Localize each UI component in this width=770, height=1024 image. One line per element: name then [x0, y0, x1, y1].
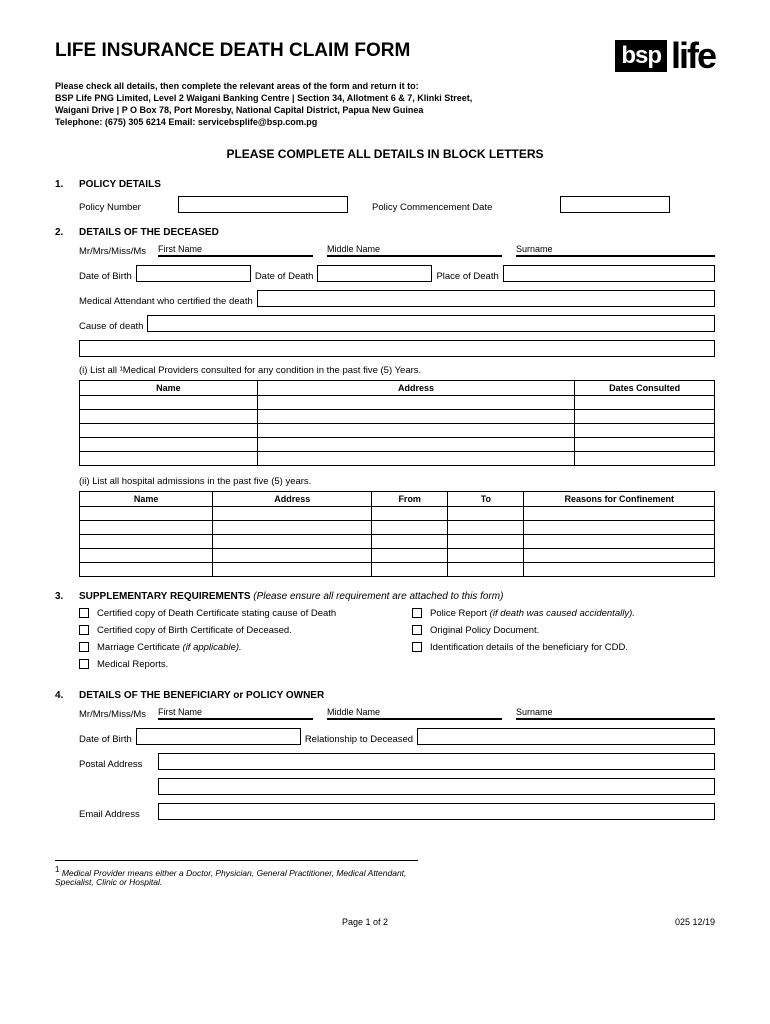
dod-field[interactable] — [317, 265, 432, 282]
checkbox[interactable] — [412, 642, 422, 652]
sub-item-i: (i) List all ¹Medical Providers consulte… — [79, 365, 715, 376]
label-relationship: Relationship to Deceased — [305, 734, 413, 745]
label-dob: Date of Birth — [79, 271, 132, 282]
pod-field[interactable] — [503, 265, 715, 282]
logo: bsp life — [615, 40, 715, 72]
section-title: SUPPLEMENTARY REQUIREMENTS (Please ensur… — [79, 591, 503, 602]
label-prefix: Mr/Mrs/Miss/Ms — [79, 246, 154, 257]
ben-middle-name-field[interactable] — [327, 718, 502, 720]
section-title: DETAILS OF THE BENEFICIARY or POLICY OWN… — [79, 690, 324, 701]
commencement-field[interactable] — [560, 196, 670, 213]
label-attendant: Medical Attendant who certified the deat… — [79, 296, 253, 307]
checkbox[interactable] — [79, 625, 89, 635]
table-row[interactable] — [80, 451, 715, 465]
table-row[interactable] — [80, 562, 715, 576]
section-num: 3. — [55, 591, 69, 602]
section-num: 2. — [55, 227, 69, 238]
label-first-name: First Name — [158, 244, 313, 254]
check-label: Certified copy of Birth Certificate of D… — [97, 625, 292, 636]
label-cause: Cause of death — [79, 321, 143, 332]
cause-field[interactable] — [147, 315, 715, 332]
subtitle: PLEASE COMPLETE ALL DETAILS IN BLOCK LET… — [55, 147, 715, 161]
surname-field[interactable] — [516, 255, 715, 257]
section-title: POLICY DETAILS — [79, 179, 161, 190]
postal-field-1[interactable] — [158, 753, 715, 770]
form-code: 025 12/19 — [675, 917, 715, 927]
table-row[interactable] — [80, 520, 715, 534]
table-row[interactable] — [80, 437, 715, 451]
providers-table: Name Address Dates Consulted — [79, 380, 715, 466]
label-middle-name: Middle Name — [327, 707, 502, 717]
page-title: LIFE INSURANCE DEATH CLAIM FORM — [55, 40, 410, 62]
footnote: 1 Medical Provider means either a Doctor… — [55, 860, 418, 888]
checkbox[interactable] — [79, 608, 89, 618]
admissions-table: Name Address From To Reasons for Confine… — [79, 491, 715, 577]
section-num: 4. — [55, 690, 69, 701]
table-row[interactable] — [80, 409, 715, 423]
policy-number-field[interactable] — [178, 196, 348, 213]
check-label: Police Report (if death was caused accid… — [430, 608, 635, 619]
cause-field-2[interactable] — [79, 340, 715, 357]
email-field[interactable] — [158, 803, 715, 820]
check-label: Certified copy of Death Certificate stat… — [97, 608, 336, 619]
checkbox[interactable] — [412, 608, 422, 618]
label-middle-name: Middle Name — [327, 244, 502, 254]
attendant-field[interactable] — [257, 290, 715, 307]
ben-dob-field[interactable] — [136, 728, 301, 745]
table-row[interactable] — [80, 423, 715, 437]
ben-first-name-field[interactable] — [158, 718, 313, 720]
check-label: Marriage Certificate (if applicable). — [97, 642, 242, 653]
check-label: Original Policy Document. — [430, 625, 539, 636]
section-title: DETAILS OF THE DECEASED — [79, 227, 219, 238]
postal-field-2[interactable] — [158, 778, 715, 795]
table-row[interactable] — [80, 506, 715, 520]
middle-name-field[interactable] — [327, 255, 502, 257]
label-surname: Surname — [516, 707, 715, 717]
footer: Page 1 of 2 025 12/19 — [55, 917, 715, 927]
check-label: Identification details of the beneficiar… — [430, 642, 628, 653]
dob-field[interactable] — [136, 265, 251, 282]
label-prefix: Mr/Mrs/Miss/Ms — [79, 709, 154, 720]
section-num: 1. — [55, 179, 69, 190]
logo-bsp: bsp — [615, 40, 667, 72]
label-dod: Date of Death — [255, 271, 314, 282]
first-name-field[interactable] — [158, 255, 313, 257]
table-row[interactable] — [80, 395, 715, 409]
ben-surname-field[interactable] — [516, 718, 715, 720]
label-policy-number: Policy Number — [79, 202, 174, 213]
label-commencement: Policy Commencement Date — [372, 202, 492, 213]
label-ben-dob: Date of Birth — [79, 734, 132, 745]
relationship-field[interactable] — [417, 728, 715, 745]
label-pod: Place of Death — [436, 271, 498, 282]
intro-block: Please check all details, then complete … — [55, 80, 715, 129]
check-label: Medical Reports. — [97, 659, 168, 670]
label-email: Email Address — [79, 809, 154, 820]
label-postal: Postal Address — [79, 759, 154, 770]
page-number: Page 1 of 2 — [55, 917, 675, 927]
checkbox[interactable] — [79, 642, 89, 652]
sub-item-ii: (ii) List all hospital admissions in the… — [79, 476, 715, 487]
checkbox[interactable] — [79, 659, 89, 669]
table-row[interactable] — [80, 534, 715, 548]
checkbox[interactable] — [412, 625, 422, 635]
label-surname: Surname — [516, 244, 715, 254]
table-row[interactable] — [80, 548, 715, 562]
logo-life: life — [671, 42, 715, 71]
label-first-name: First Name — [158, 707, 313, 717]
